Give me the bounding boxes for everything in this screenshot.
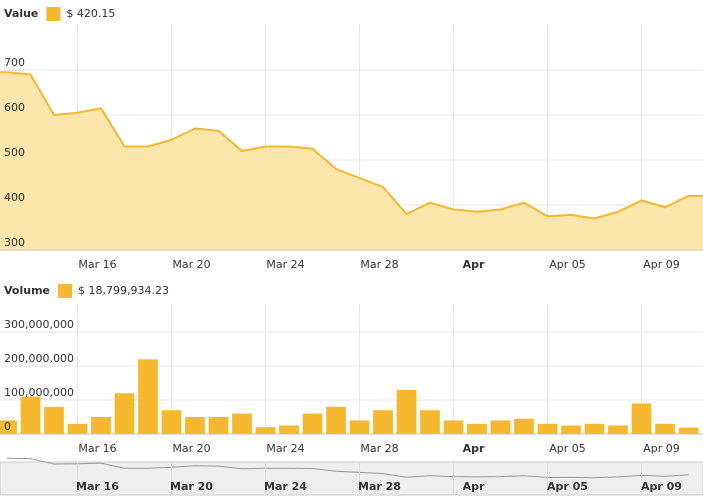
x-tick-label: Apr 09: [643, 442, 680, 455]
x-tick-label: Mar 28: [360, 258, 398, 271]
volume-bar: [91, 417, 111, 434]
volume-bar: [678, 427, 699, 434]
navigator-label: Apr: [463, 480, 485, 493]
volume-bar: [631, 403, 652, 434]
y-tick-label: 300: [4, 236, 25, 249]
legend-swatch: [46, 7, 61, 21]
volume-bar: [349, 420, 370, 434]
volume-bar: [584, 423, 605, 434]
legend-value: $ 18,799,934.23: [78, 284, 169, 297]
volume-bar: [608, 425, 628, 434]
navigator-line: [6, 457, 689, 479]
volume-bar: [655, 423, 675, 434]
volume-bar: [467, 423, 487, 434]
volume-bar: [138, 359, 158, 434]
volume-bar: [373, 410, 393, 434]
x-tick-label: Apr: [463, 442, 485, 455]
volume-bar: [161, 410, 182, 434]
y-tick-label: 500: [4, 146, 25, 159]
volume-bar: [185, 417, 205, 434]
volume-bar: [443, 420, 464, 434]
y-tick-label: 600: [4, 101, 25, 114]
navigator-label: Mar 20: [170, 480, 213, 493]
price-line: [0, 71, 703, 220]
volume-bar: [232, 413, 252, 434]
navigator-label: Mar 16: [76, 480, 119, 493]
legend-value: $ 420.15: [66, 7, 115, 20]
volume-bar: [0, 420, 17, 434]
navigator-label: Mar 24: [264, 480, 307, 493]
volume-bar: [44, 406, 64, 434]
navigator-label: Mar 28: [358, 480, 401, 493]
volume-bar: [67, 423, 88, 434]
volume-bar: [255, 427, 276, 434]
volume-bar: [490, 420, 511, 434]
legend-title: Value: [4, 7, 38, 20]
x-tick-label: Apr 09: [643, 258, 680, 271]
x-tick-label: Mar 16: [78, 442, 116, 455]
volume-bar: [561, 425, 581, 434]
navigator-bg: [0, 461, 703, 496]
x-tick-label: Mar 20: [172, 442, 210, 455]
area-fill: [0, 72, 703, 250]
x-tick-label: Mar 20: [172, 258, 210, 271]
y-tick-label: 100,000,000: [4, 386, 74, 399]
x-tick-label: Mar 24: [266, 442, 304, 455]
x-tick-label: Apr 05: [549, 442, 586, 455]
volume-bar: [208, 417, 229, 434]
y-tick-label: 700: [4, 56, 25, 69]
y-tick-label: 400: [4, 191, 25, 204]
volume-bar: [302, 413, 323, 434]
volume-bar: [20, 396, 41, 434]
legend-title: Volume: [4, 284, 50, 297]
volume-bar: [279, 425, 299, 434]
volume-bar: [326, 406, 346, 434]
x-tick-label: Apr 05: [549, 258, 586, 271]
volume-bar: [420, 410, 440, 434]
navigator-label: Apr 05: [547, 480, 588, 493]
volume-bar: [396, 389, 417, 434]
y-tick-label: 200,000,000: [4, 352, 74, 365]
x-tick-label: Mar 16: [78, 258, 116, 271]
volume-bar: [537, 423, 558, 434]
x-tick-label: Mar 24: [266, 258, 304, 271]
volume-bar: [514, 418, 534, 434]
volume-bar: [114, 393, 135, 434]
y-tick-label: 0: [4, 420, 11, 433]
navigator-label: Apr 09: [641, 480, 682, 493]
legend-swatch: [58, 284, 72, 298]
x-tick-label: Apr: [463, 258, 485, 271]
y-tick-label: 300,000,000: [4, 318, 74, 331]
x-tick-label: Mar 28: [360, 442, 398, 455]
